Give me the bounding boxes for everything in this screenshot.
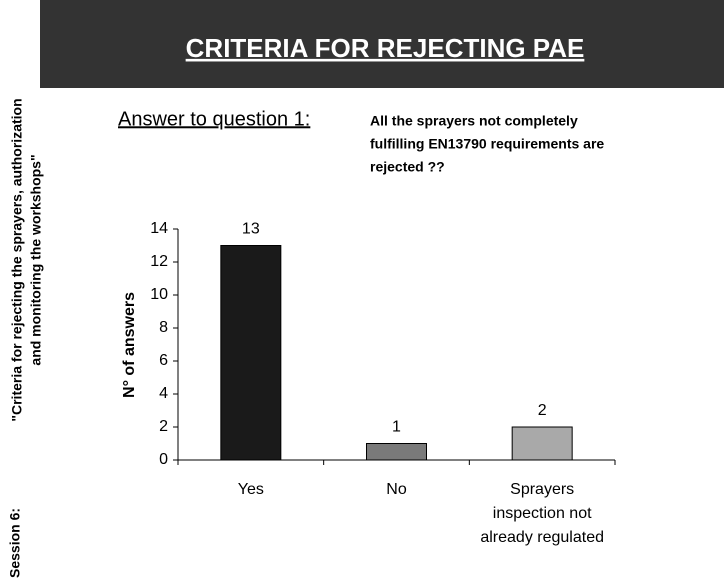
y-tick-label: 2	[159, 418, 168, 435]
y-tick-label: 6	[159, 352, 168, 369]
x-tick-line: Sprayers	[510, 481, 574, 498]
x-tick-label: Yes	[238, 481, 264, 498]
session-label: Session 6:	[7, 508, 23, 578]
header-band	[40, 0, 724, 88]
x-tick-line: already regulated	[480, 529, 604, 546]
question: rejected ??	[370, 159, 445, 175]
x-tick-line: inspection not	[493, 505, 592, 522]
bar	[366, 443, 427, 461]
question: fulfilling EN13790 requirements are	[370, 136, 604, 152]
subtitle: Answer to question 1:	[118, 108, 310, 130]
bar	[220, 245, 282, 461]
bar	[511, 426, 573, 461]
value-label: 13	[242, 221, 260, 238]
y-tick-label: 14	[150, 220, 168, 237]
x-tick-label: No	[386, 481, 407, 498]
x-tick-label: Sprayers inspection not already regulated	[480, 481, 604, 546]
value-label: 1	[392, 419, 401, 436]
slide-title: CRITERIA FOR REJECTING PAE	[186, 33, 585, 63]
session-topic: "Criteria for rejecting the sprayers, au…	[9, 98, 25, 421]
question: All the sprayers not completely	[370, 113, 578, 129]
y-tick-label: 10	[150, 286, 168, 303]
value-label: 2	[538, 402, 547, 419]
session-topic: and monitoring the workshops"	[28, 154, 44, 365]
y-tick-label: 8	[159, 319, 168, 336]
y-tick-label: 4	[159, 385, 168, 402]
y-axis-title: N° of answers	[121, 292, 138, 398]
y-tick-label: 12	[150, 253, 168, 270]
y-tick-label: 0	[159, 451, 168, 468]
